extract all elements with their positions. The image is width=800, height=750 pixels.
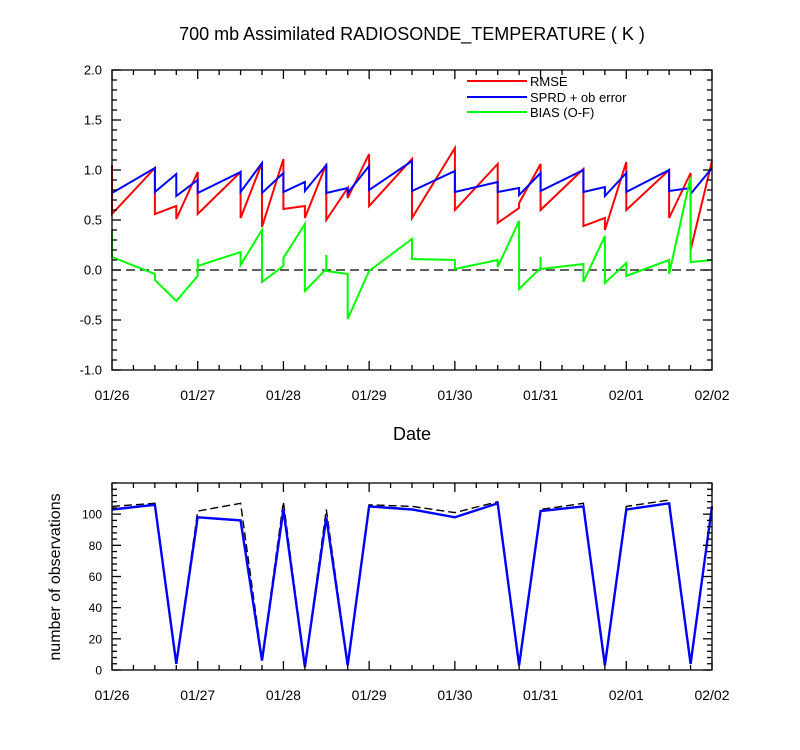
x-tick-label: 02/01 <box>609 687 644 703</box>
series-line-solid <box>111 501 714 668</box>
top-ticks <box>111 69 713 371</box>
x-tick-label: 01/28 <box>266 387 301 403</box>
y-tick-label: 2.0 <box>84 63 102 78</box>
series-line-bias-o-f <box>111 176 713 320</box>
y-tick-label: 80 <box>89 539 103 553</box>
y-tick-label: -1.0 <box>80 363 102 378</box>
bottom-series-group <box>111 499 714 668</box>
x-tick-label: 02/02 <box>694 387 729 403</box>
top-x-tick-labels: 01/26 01/27 01/28 01/29 01/30 01/31 02/01 02/02 <box>94 387 729 403</box>
y-tick-label: 0.0 <box>84 263 102 278</box>
series-line-dashed <box>111 499 713 667</box>
y-tick-label: 20 <box>89 632 103 646</box>
legend-label-sprd: SPRD + ob error <box>530 90 627 105</box>
x-tick-label: 01/31 <box>523 687 558 703</box>
y-tick-label: 40 <box>89 601 103 615</box>
bottom-y-tick-labels: 100 80 60 40 20 0 <box>82 508 102 678</box>
top-y-tick-labels: 2.0 1.5 1.0 0.5 0.0 -0.5 -1.0 <box>80 63 102 378</box>
legend-label-rmse: RMSE <box>530 74 568 89</box>
bottom-ticks <box>111 482 713 671</box>
x-tick-label: 01/27 <box>180 387 215 403</box>
x-tick-label: 01/31 <box>523 387 558 403</box>
y-tick-label: -0.5 <box>80 313 102 328</box>
y-tick-label: 1.0 <box>84 163 102 178</box>
y-tick-label: 100 <box>82 508 102 522</box>
legend-label-bias: BIAS (O-F) <box>530 105 594 120</box>
x-tick-label: 02/02 <box>694 687 729 703</box>
top-series-group <box>111 144 713 320</box>
top-x-axis-label: Date <box>393 424 431 444</box>
x-tick-label: 01/30 <box>437 687 472 703</box>
x-tick-label: 01/30 <box>437 387 472 403</box>
x-tick-label: 02/01 <box>609 387 644 403</box>
x-tick-label: 01/29 <box>352 387 387 403</box>
x-tick-label: 01/28 <box>266 687 301 703</box>
x-tick-label: 01/26 <box>94 387 129 403</box>
bottom-x-tick-labels: 01/26 01/27 01/28 01/29 01/30 01/31 02/01 02/02 <box>94 687 729 703</box>
x-tick-label: 01/29 <box>352 687 387 703</box>
y-tick-label: 60 <box>89 570 103 584</box>
top-chart-title: 700 mb Assimilated RADIOSONDE_TEMPERATUR… <box>179 24 645 45</box>
x-tick-label: 01/27 <box>180 687 215 703</box>
series-line-sprd-ob-error <box>111 159 713 199</box>
x-tick-label: 01/26 <box>94 687 129 703</box>
y-tick-label: 0.5 <box>84 213 102 228</box>
top-plot-frame <box>111 69 713 371</box>
y-tick-label: 0 <box>95 664 102 678</box>
legend: RMSE SPRD + ob error BIAS (O-F) <box>467 74 627 120</box>
top-chart: 2.01.51.00.50.0-0.5-1.0 01/26 01/27 01/28 0… <box>80 63 730 445</box>
bottom-plot-frame <box>111 482 713 671</box>
series-line-rmse <box>111 144 713 251</box>
y-tick-label: 1.5 <box>84 113 102 128</box>
bottom-y-axis-label: number of observations <box>47 493 64 660</box>
